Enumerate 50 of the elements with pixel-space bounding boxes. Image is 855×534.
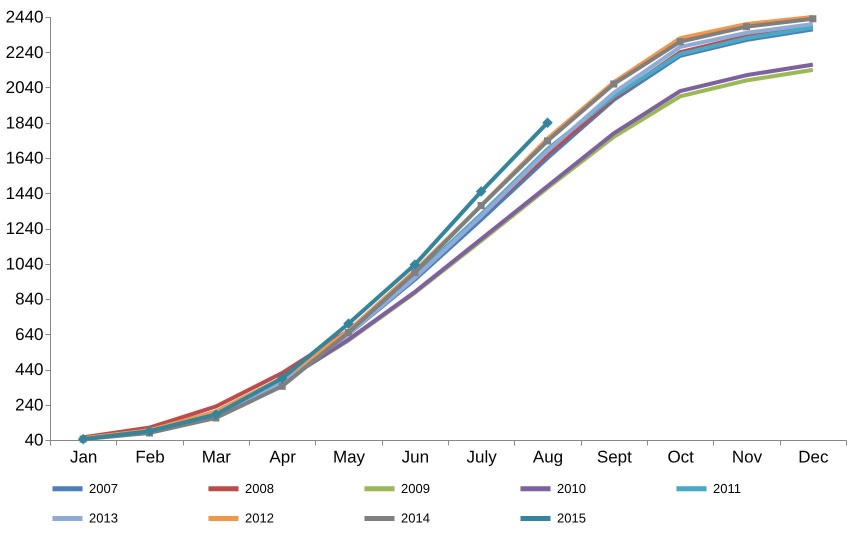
legend-label: 2013 — [89, 510, 118, 526]
x-tick-label: Oct — [667, 448, 694, 466]
legend-label: 2010 — [557, 480, 586, 496]
y-tick-label: 440 — [15, 360, 44, 379]
y-tick-label: 840 — [15, 290, 44, 308]
y-tick-label: 2440 — [6, 8, 44, 26]
point — [610, 80, 618, 88]
point — [144, 426, 155, 436]
point — [544, 137, 552, 144]
y-tick-label: 1640 — [6, 148, 44, 168]
x-tick-label: Mar — [202, 448, 232, 466]
point — [742, 23, 750, 30]
x-tick-label: Aug — [532, 448, 564, 466]
point — [809, 15, 816, 22]
point — [344, 328, 352, 336]
legend-label: 2014 — [401, 510, 430, 526]
point — [542, 118, 553, 128]
x-tick-label: Feb — [135, 448, 165, 466]
x-tick-label: May — [332, 448, 366, 466]
point — [676, 38, 684, 46]
x-tick-label: Apr — [269, 448, 296, 466]
legend-label: 2011 — [713, 480, 741, 496]
y-tick-label: 2240 — [6, 42, 44, 62]
y-tick-label: 2040 — [6, 78, 44, 97]
legend-label: 2008 — [245, 480, 274, 496]
legend-label: 2009 — [401, 480, 430, 496]
point — [478, 202, 485, 210]
y-tick-label: 240 — [15, 395, 44, 414]
point — [276, 373, 288, 384]
point — [476, 186, 486, 197]
point — [210, 409, 222, 420]
legend-label: 2012 — [245, 510, 274, 526]
x-tick-label: Sept — [596, 448, 632, 466]
x-tick-label: Dec — [798, 448, 829, 466]
y-tick-label: 1040 — [6, 254, 44, 274]
y-tick-label: 1440 — [6, 184, 44, 203]
x-tick-label: July — [466, 448, 498, 466]
y-tick-label: 40 — [24, 430, 44, 450]
point — [343, 318, 354, 329]
legend-label: 2007 — [89, 480, 118, 496]
legend-label: 2015 — [557, 510, 586, 526]
x-tick-label: Jun — [402, 448, 430, 466]
y-tick-label: 1240 — [6, 219, 44, 238]
x-tick-label: Nov — [732, 448, 763, 466]
y-tick-label: 1840 — [6, 113, 44, 132]
point — [410, 259, 420, 270]
x-tick-label: Jan — [70, 448, 98, 466]
point — [411, 269, 418, 276]
point — [278, 382, 286, 390]
y-tick-label: 640 — [15, 324, 44, 344]
